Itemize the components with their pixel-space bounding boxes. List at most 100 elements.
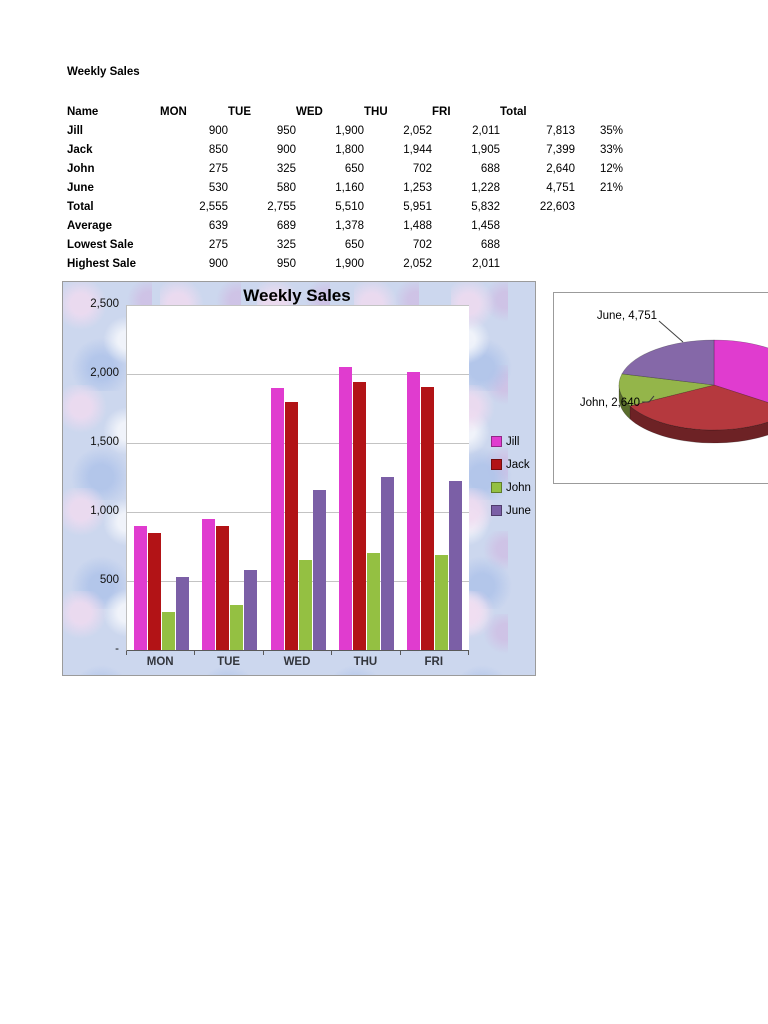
cell-value [500, 254, 575, 273]
col-header-blank [575, 102, 623, 121]
bar-jack-wed [284, 402, 298, 650]
cell-value [500, 216, 575, 235]
legend-item-jack: Jack [491, 453, 531, 476]
sales-table: Name MON TUE WED THU FRI Total Jill 900 950 1,900… [67, 102, 623, 273]
legend-item-jill: Jill [491, 430, 531, 453]
bar-john-tue [230, 605, 244, 650]
cell-value: 12% [599, 162, 623, 175]
cell-value: 900 [276, 143, 296, 156]
row-label: John [67, 162, 95, 175]
legend-label: June [506, 504, 531, 517]
pie-slice-jack [629, 384, 768, 431]
table-row: Jack 850 900 1,800 1,944 1,905 7,399 33% [67, 140, 623, 159]
col-header-thu: THU [364, 105, 388, 118]
cell-value: 33% [599, 143, 623, 156]
cell-value: 325 [276, 238, 296, 251]
y-axis-label: 500 [99, 574, 119, 586]
y-axis-label: 2,000 [90, 367, 119, 379]
x-axis-tick [126, 651, 127, 655]
y-axis-label: 1,500 [90, 436, 119, 448]
cell-value: 1,905 [471, 143, 500, 156]
pie-label-june: June, 4,751 [597, 310, 657, 322]
bar-john-wed [298, 560, 312, 650]
cell-value: 2,011 [472, 124, 500, 137]
pie-slice-jill [713, 339, 768, 403]
cell-value: 275 [208, 162, 228, 175]
legend-item-june: June [491, 499, 531, 522]
pie-label-john: John, 2,640 [580, 397, 640, 409]
gridline [127, 443, 469, 444]
cell-value: 2,755 [267, 200, 296, 213]
x-axis-label-tue: TUE [217, 656, 241, 668]
table-row: Lowest Sale 275 325 650 702 688 [67, 235, 623, 254]
cell-value: 530 [208, 181, 228, 194]
bar-jill-tue [202, 519, 216, 650]
gridline [127, 581, 469, 582]
legend-swatch-icon [491, 482, 502, 493]
table-row: Jill 900 950 1,900 2,052 2,011 7,813 35% [67, 121, 623, 140]
x-axis-label-thu: THU [353, 656, 378, 668]
cell-value: 7,813 [546, 124, 575, 137]
legend-item-john: John [491, 476, 531, 499]
x-axis-tick [468, 651, 469, 655]
cell-value: 21% [599, 181, 623, 194]
gridline [127, 305, 469, 306]
bar-june-mon [175, 577, 189, 650]
pie-chart-svg: June, 4,751 John, 2,640 [580, 310, 768, 444]
pie-slice-june [621, 339, 715, 386]
cell-value: 2,052 [403, 124, 432, 137]
cell-value: 1,160 [335, 181, 364, 194]
x-axis-label-wed: WED [283, 656, 311, 668]
gridline [127, 374, 469, 375]
y-axis-label: 1,000 [90, 505, 119, 517]
bar-june-wed [312, 490, 326, 650]
table-row: Highest Sale 900 950 1,900 2,052 2,011 [67, 254, 623, 273]
bar-jack-mon [147, 533, 161, 650]
cell-value: 1,900 [335, 124, 364, 137]
bar-chart-legend: Jill Jack John June [491, 430, 531, 522]
cell-value: 650 [344, 162, 364, 175]
cell-value: 1,378 [335, 219, 364, 232]
cell-value: 5,510 [335, 200, 364, 213]
legend-swatch-icon [491, 459, 502, 470]
legend-swatch-icon [491, 505, 502, 516]
table-row: June 530 580 1,160 1,253 1,228 4,751 21% [67, 178, 623, 197]
cell-value [575, 197, 623, 216]
cell-value: 1,900 [335, 257, 364, 270]
col-header-fri: FRI [432, 105, 451, 118]
x-axis-label-mon: MON [146, 656, 174, 668]
cell-value: 1,944 [403, 143, 432, 156]
cell-value: 1,228 [471, 181, 500, 194]
row-label: Jack [67, 143, 93, 156]
legend-label: Jack [506, 458, 530, 471]
x-axis-tick [331, 651, 333, 655]
col-header-total: Total [500, 105, 527, 118]
document-title: Weekly Sales [67, 66, 140, 78]
gridline [127, 512, 469, 513]
col-header-mon: MON [160, 105, 187, 118]
bar-jill-fri [407, 372, 421, 650]
bar-john-thu [366, 553, 380, 650]
cell-value [500, 235, 575, 254]
cell-value [575, 216, 623, 235]
cell-value: 5,951 [403, 200, 432, 213]
col-header-name: Name [67, 105, 99, 118]
cell-value: 1,800 [335, 143, 364, 156]
bar-june-thu [380, 477, 394, 650]
bar-june-fri [449, 481, 463, 650]
bar-jill-thu [338, 367, 352, 650]
cell-value: 950 [276, 124, 296, 137]
x-axis-tick [399, 651, 401, 655]
bar-chart-title: Weekly Sales [243, 286, 351, 305]
cell-value: 580 [276, 181, 296, 194]
pie-chart: June, 4,751 John, 2,640 [553, 292, 768, 484]
row-label: June [67, 181, 94, 194]
legend-label: Jill [506, 435, 520, 448]
cell-value: 689 [276, 219, 296, 232]
cell-value: 2,555 [199, 200, 228, 213]
cell-value: 35% [599, 124, 623, 137]
bar-john-fri [435, 555, 449, 650]
cell-value: 900 [208, 124, 228, 137]
sales-table-header: Name MON TUE WED THU FRI Total [67, 102, 623, 121]
cell-value: 900 [208, 257, 228, 270]
